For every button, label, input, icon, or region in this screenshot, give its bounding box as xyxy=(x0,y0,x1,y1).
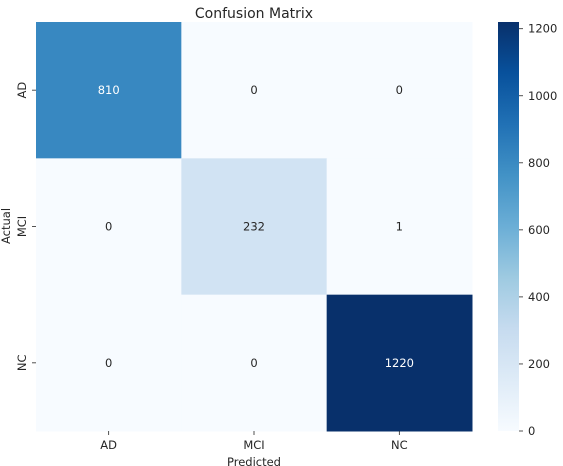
cell-value-label: 0 xyxy=(105,220,112,234)
colorbar-ticks: 0 200 400 600 800 1000 1200 xyxy=(519,22,557,438)
x-tick-label: NC xyxy=(391,438,408,452)
heatmap-cell xyxy=(36,158,182,296)
x-tick-label: AD xyxy=(100,438,117,452)
heatmap-cell xyxy=(326,158,473,296)
cell-value-label: 0 xyxy=(396,83,403,97)
colorbar xyxy=(498,22,519,431)
heatmap-cell xyxy=(181,294,328,432)
heatmap-cells: 810 0 0 0 232 1 0 0 1220 xyxy=(36,22,473,432)
cell-value-label: 1220 xyxy=(385,356,414,370)
x-tick-label: MCI xyxy=(243,438,264,452)
colorbar-tick-label: 400 xyxy=(528,290,550,304)
x-axis-ticks: AD MCI NC xyxy=(100,431,408,452)
cell-value-label: 1 xyxy=(396,220,403,234)
y-tick-label: AD xyxy=(15,82,29,99)
cell-value-label: 232 xyxy=(243,220,265,234)
cell-value-label: 0 xyxy=(250,83,257,97)
heatmap-cell xyxy=(181,158,328,296)
y-axis-ticks: AD MCI NC xyxy=(15,82,36,371)
heatmap-cell xyxy=(36,22,182,159)
colorbar-tick-label: 600 xyxy=(528,223,550,237)
y-tick-label: MCI xyxy=(15,216,29,237)
colorbar-tick-label: 1200 xyxy=(528,22,557,36)
heatmap-cell xyxy=(326,294,473,432)
cell-value-label: 0 xyxy=(105,356,112,370)
colorbar-tick-label: 200 xyxy=(528,357,550,371)
chart-title: Confusion Matrix xyxy=(195,6,313,22)
x-axis-label: Predicted xyxy=(227,455,281,466)
cell-value-label: 0 xyxy=(250,356,257,370)
colorbar-tick-label: 0 xyxy=(528,424,535,438)
heatmap-cell xyxy=(326,22,473,159)
colorbar-tick-label: 1000 xyxy=(528,89,557,103)
y-axis-label: Actual xyxy=(0,208,13,244)
heatmap-cell xyxy=(181,22,328,159)
colorbar-tick-label: 800 xyxy=(528,156,550,170)
y-tick-label: NC xyxy=(15,355,29,372)
cell-value-label: 810 xyxy=(98,83,120,97)
heatmap-cell xyxy=(36,294,182,432)
